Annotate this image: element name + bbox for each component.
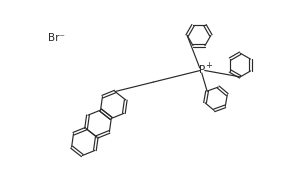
Text: Br⁻: Br⁻ <box>48 33 65 43</box>
Text: +: + <box>205 60 212 70</box>
Text: P: P <box>199 65 205 75</box>
